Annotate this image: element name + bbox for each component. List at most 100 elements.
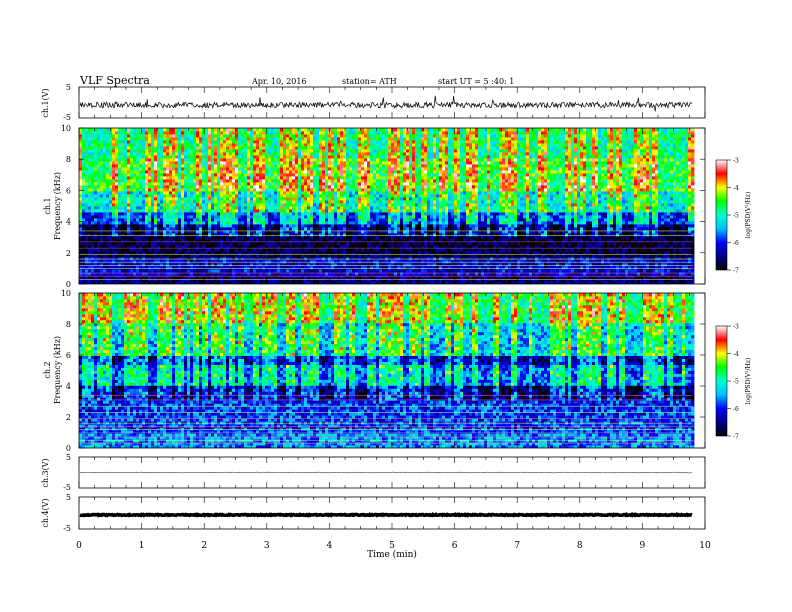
spectrogram-cell (82, 242, 86, 246)
spectrogram-cell (295, 209, 299, 213)
spectrogram-cell (100, 224, 104, 228)
spectrogram-cell (307, 167, 311, 171)
spectrogram-cell (154, 188, 158, 192)
spectrogram-cell (211, 137, 215, 141)
spectrogram-cell (163, 278, 167, 282)
spectrogram-cell (199, 179, 203, 183)
spectrogram-cell (184, 233, 188, 237)
spectrogram-cell (229, 179, 233, 183)
spectrogram-cell (163, 143, 167, 147)
spectrogram-cell (337, 242, 341, 246)
spectrogram-cell (265, 155, 269, 159)
spectrogram-cell (85, 161, 89, 165)
spectrogram-cell (223, 260, 227, 264)
spectrogram-cell (292, 167, 296, 171)
spectrogram-cell (235, 170, 239, 174)
spectrogram-cell (241, 143, 245, 147)
spectrogram-cell (334, 248, 338, 252)
spectrogram-cell (256, 272, 260, 276)
spectrogram-cell (346, 200, 350, 204)
spectrogram-cell (337, 188, 341, 192)
spectrogram-cell (217, 203, 221, 207)
spectrogram-cell (79, 224, 83, 228)
spectrogram-cell (235, 272, 239, 276)
spectrogram-cell (85, 224, 89, 228)
spectrogram-cell (265, 188, 269, 192)
spectrogram-cell (262, 224, 266, 228)
spectrogram-cell (109, 179, 113, 183)
spectrogram-cell (202, 212, 206, 216)
spectrogram-cell (244, 182, 248, 186)
spectrogram-cell (109, 248, 113, 252)
spectrogram-cell (100, 251, 104, 255)
spectrogram-cell (334, 194, 338, 198)
spectrogram-cell (109, 128, 113, 132)
spectrogram-cell (181, 194, 185, 198)
spectrogram-cell (361, 266, 365, 270)
spectrogram-cell (205, 155, 209, 159)
spectrogram-cell (337, 236, 341, 240)
spectrogram-cell (160, 176, 164, 180)
spectrogram-cell (163, 146, 167, 150)
spectrogram-cell (139, 272, 143, 276)
spectrogram-cell (88, 251, 92, 255)
spectrogram-cell (133, 281, 137, 284)
spectrogram-cell (205, 245, 209, 249)
spectrogram-cell (268, 254, 272, 258)
spectrogram-cell (115, 236, 119, 240)
spectrogram-cell (358, 221, 362, 225)
spectrogram-cell (118, 170, 122, 174)
spectrogram-cell (190, 239, 194, 243)
spectrogram-cell (289, 161, 293, 165)
spectrogram-cell (244, 185, 248, 189)
spectrogram-cell (283, 257, 287, 261)
spectrogram-cell (109, 266, 113, 270)
spectrogram-cell (223, 161, 227, 165)
spectrogram-cell (292, 236, 296, 240)
spectrogram-cell (199, 128, 203, 132)
spectrogram-cell (127, 167, 131, 171)
spectrogram-cell (229, 188, 233, 192)
spectrogram-cell (214, 164, 218, 168)
spectrogram-cell (247, 194, 251, 198)
spectrogram-cell (250, 245, 254, 249)
spectrogram-cell (277, 206, 281, 210)
spectrogram-cell (313, 230, 317, 234)
spectrogram-cell (328, 254, 332, 258)
spectrogram-cell (205, 140, 209, 144)
spectrogram-cell (229, 149, 233, 153)
spectrogram-cell (280, 245, 284, 249)
spectrogram-cell (94, 275, 98, 279)
spectrogram-cell (166, 188, 170, 192)
spectrogram-cell (190, 182, 194, 186)
spectrogram-cell (124, 134, 128, 138)
spectrogram-cell (211, 179, 215, 183)
spectrogram-cell (145, 158, 149, 162)
spectrogram-cell (232, 161, 236, 165)
spectrogram-cell (232, 239, 236, 243)
spectrogram-cell (310, 170, 314, 174)
spectrogram-cell (112, 206, 116, 210)
spectrogram-cell (79, 257, 83, 261)
spectrogram-cell (319, 230, 323, 234)
spectrogram-cell (358, 242, 362, 246)
spectrogram-cell (142, 257, 146, 261)
spectrogram-cell (190, 227, 194, 231)
spectrogram-cell (169, 251, 173, 255)
spectrogram-cell (139, 128, 143, 132)
spectrogram-cell (256, 239, 260, 243)
spectrogram-cell (331, 146, 335, 150)
spectrogram-cell (106, 266, 110, 270)
spectrogram-cell (301, 230, 305, 234)
spectrogram-cell (94, 233, 98, 237)
spectrogram-cell (343, 158, 347, 162)
spectrogram-cell (307, 197, 311, 201)
spectrogram-cell (310, 257, 314, 261)
spectrogram-cell (121, 236, 125, 240)
spectrogram-cell (148, 191, 152, 195)
spectrogram-cell (211, 182, 215, 186)
spectrogram-cell (118, 137, 122, 141)
spectrogram-cell (256, 221, 260, 225)
spectrogram-cell (340, 245, 344, 249)
spectrogram-cell (292, 176, 296, 180)
